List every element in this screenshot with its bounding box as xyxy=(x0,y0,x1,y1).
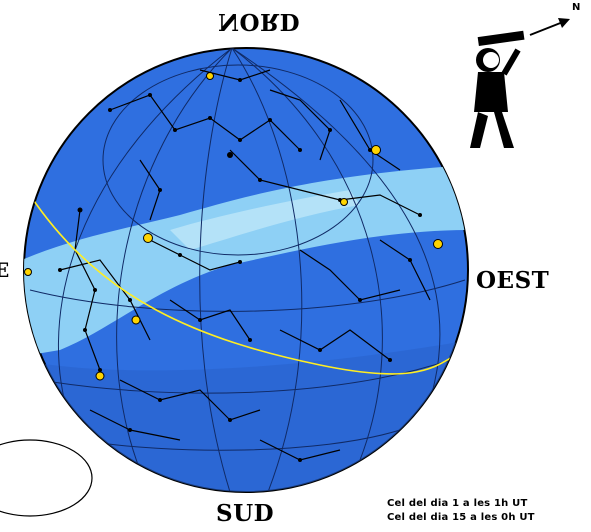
direction-east-label: E xyxy=(0,258,10,282)
direction-south-label: SUD xyxy=(216,500,275,527)
direction-west-label: OEST xyxy=(476,267,550,294)
date-caption-2: Cel del dia 15 a les 0h UT xyxy=(387,512,535,523)
planet xyxy=(95,371,105,381)
planet xyxy=(433,239,443,249)
observer-icon xyxy=(470,18,570,148)
direction-north-label: NORD xyxy=(218,8,301,35)
planet xyxy=(206,72,214,80)
planet xyxy=(24,268,32,276)
planet xyxy=(340,198,348,206)
planet xyxy=(131,315,141,325)
planet xyxy=(143,233,153,243)
horizon-ellipse xyxy=(0,439,93,517)
north-pointer-label: N xyxy=(572,2,581,13)
ecliptic-line xyxy=(29,194,468,375)
date-caption-1: Cel del dia 1 a les 1h UT xyxy=(387,498,528,509)
planet xyxy=(371,145,381,155)
